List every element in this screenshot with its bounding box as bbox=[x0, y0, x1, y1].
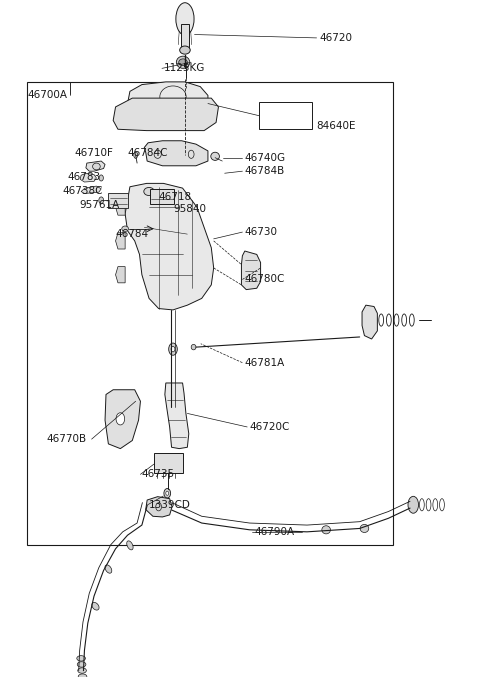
Bar bbox=[27, 82, 393, 545]
Polygon shape bbox=[144, 141, 208, 166]
Ellipse shape bbox=[360, 524, 369, 532]
Text: 46738C: 46738C bbox=[62, 186, 102, 197]
Text: 46700A: 46700A bbox=[27, 90, 67, 100]
Polygon shape bbox=[146, 497, 172, 517]
Ellipse shape bbox=[105, 565, 112, 573]
Bar bbox=[154, 453, 182, 473]
Ellipse shape bbox=[77, 662, 86, 667]
Bar bbox=[150, 188, 174, 203]
Ellipse shape bbox=[78, 668, 86, 673]
Ellipse shape bbox=[99, 197, 104, 203]
Ellipse shape bbox=[134, 152, 138, 159]
Polygon shape bbox=[116, 199, 125, 215]
Bar bbox=[259, 102, 312, 129]
Text: 46790A: 46790A bbox=[254, 527, 295, 537]
Ellipse shape bbox=[408, 496, 419, 513]
Text: 95761A: 95761A bbox=[80, 200, 120, 210]
Ellipse shape bbox=[93, 163, 100, 170]
Ellipse shape bbox=[92, 603, 99, 610]
Ellipse shape bbox=[322, 525, 330, 534]
Ellipse shape bbox=[166, 492, 168, 496]
Text: 46730: 46730 bbox=[245, 227, 278, 237]
Text: 46781A: 46781A bbox=[245, 358, 285, 367]
Polygon shape bbox=[81, 186, 101, 193]
Polygon shape bbox=[105, 390, 141, 449]
Text: 46784C: 46784C bbox=[128, 148, 168, 158]
Ellipse shape bbox=[179, 59, 187, 66]
Polygon shape bbox=[116, 266, 125, 283]
Polygon shape bbox=[86, 161, 105, 172]
Text: 46780C: 46780C bbox=[245, 275, 285, 285]
Text: 46784B: 46784B bbox=[245, 166, 285, 176]
Ellipse shape bbox=[176, 3, 194, 35]
Text: 84640E: 84640E bbox=[317, 121, 356, 131]
Ellipse shape bbox=[184, 61, 189, 68]
Text: 46740G: 46740G bbox=[245, 153, 286, 163]
Polygon shape bbox=[128, 82, 208, 121]
Text: 1125KG: 1125KG bbox=[163, 63, 205, 73]
Text: 95840: 95840 bbox=[173, 204, 206, 214]
Ellipse shape bbox=[176, 56, 190, 68]
Ellipse shape bbox=[171, 346, 175, 352]
Polygon shape bbox=[362, 305, 377, 339]
Ellipse shape bbox=[180, 46, 190, 54]
Text: 46720C: 46720C bbox=[250, 422, 290, 432]
Text: 46718: 46718 bbox=[158, 192, 192, 202]
Text: 1339CD: 1339CD bbox=[149, 500, 191, 510]
Polygon shape bbox=[165, 383, 189, 449]
Ellipse shape bbox=[127, 541, 133, 550]
Polygon shape bbox=[125, 183, 214, 310]
Bar bbox=[181, 24, 189, 48]
Ellipse shape bbox=[164, 489, 170, 498]
Polygon shape bbox=[241, 251, 261, 290]
Text: 46720: 46720 bbox=[319, 33, 352, 43]
Ellipse shape bbox=[168, 343, 177, 355]
Ellipse shape bbox=[211, 153, 219, 161]
Ellipse shape bbox=[144, 187, 155, 195]
Ellipse shape bbox=[77, 656, 85, 661]
Ellipse shape bbox=[78, 674, 87, 678]
Text: 46784: 46784 bbox=[116, 229, 149, 239]
Polygon shape bbox=[113, 98, 218, 131]
Ellipse shape bbox=[191, 344, 196, 350]
Bar bbox=[108, 193, 129, 207]
Polygon shape bbox=[116, 233, 125, 249]
Text: 46770B: 46770B bbox=[46, 434, 86, 444]
Polygon shape bbox=[80, 174, 96, 182]
Text: 46710F: 46710F bbox=[75, 148, 114, 158]
Ellipse shape bbox=[99, 175, 103, 181]
Text: 46783: 46783 bbox=[68, 172, 101, 182]
Text: 46735: 46735 bbox=[142, 469, 175, 479]
Ellipse shape bbox=[116, 413, 125, 425]
Ellipse shape bbox=[122, 226, 129, 231]
